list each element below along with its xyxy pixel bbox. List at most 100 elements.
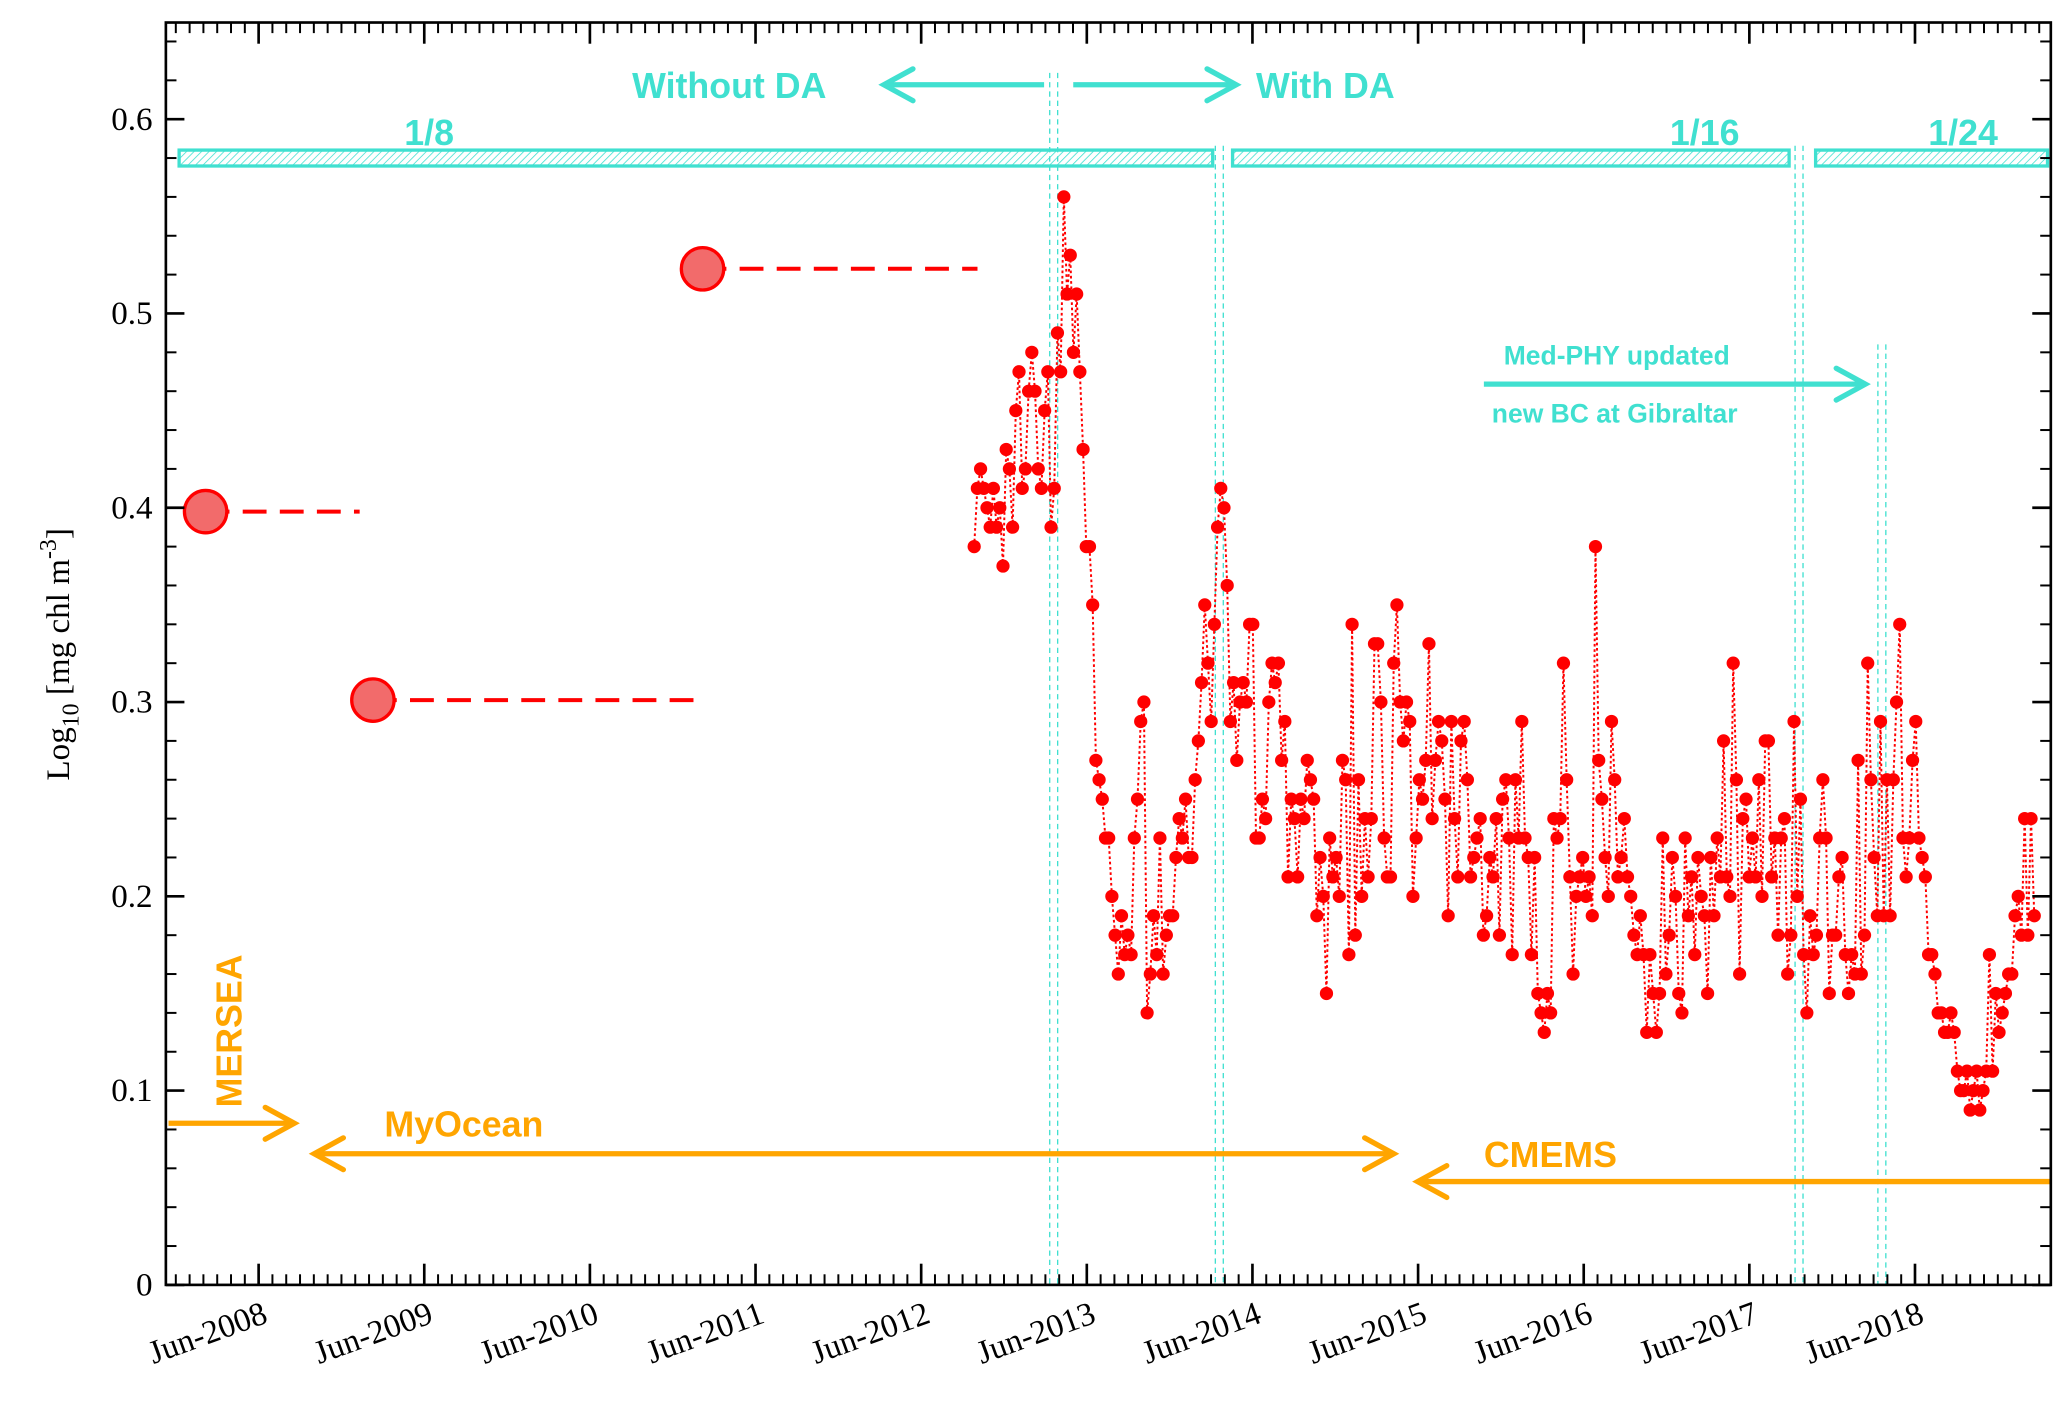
data-point <box>1957 1083 1971 1098</box>
data-point <box>1832 870 1846 884</box>
data-point <box>1691 850 1705 865</box>
data-point <box>1153 831 1167 845</box>
data-point <box>1835 850 1849 865</box>
data-point <box>1550 831 1564 845</box>
data-point <box>1204 714 1218 729</box>
data-point <box>1323 831 1337 845</box>
data-point <box>1329 850 1343 865</box>
data-point <box>1028 384 1042 398</box>
data-point <box>1704 850 1718 865</box>
data-point <box>1582 870 1596 884</box>
data-point <box>1854 967 1868 981</box>
mersea-arrow-head <box>262 1104 300 1142</box>
data-point <box>1310 909 1324 923</box>
data-point <box>1624 889 1638 903</box>
data-point <box>1800 1006 1814 1020</box>
data-point <box>1729 773 1744 787</box>
data-point <box>1355 889 1369 903</box>
data-point <box>1803 909 1817 923</box>
data-point <box>1909 714 1923 729</box>
data-point <box>1431 714 1446 729</box>
data-point <box>977 481 991 495</box>
data-point <box>1258 811 1273 826</box>
y-tick-label: 0 <box>136 1266 153 1303</box>
data-point <box>1351 773 1366 787</box>
data-point <box>1576 850 1590 865</box>
data-point <box>1252 831 1266 845</box>
data-point <box>1438 792 1452 806</box>
y-label-sup: -3 <box>36 539 62 559</box>
data-point <box>1454 734 1468 748</box>
data-point <box>1960 1064 1974 1078</box>
med-phy-label-1: Med-PHY updated <box>1504 340 1730 370</box>
data-point <box>1544 1006 1558 1020</box>
data-point <box>1867 850 1881 865</box>
data-point <box>1262 695 1276 709</box>
reference-marker <box>350 677 396 723</box>
data-point <box>1883 909 1897 923</box>
y-axis-label: Log10 [mg chl m-3] <box>36 528 85 780</box>
data-point <box>1463 870 1478 884</box>
data-point <box>1614 850 1628 865</box>
data-point <box>1761 734 1776 748</box>
data-point <box>1809 928 1824 942</box>
data-point <box>1054 365 1068 379</box>
data-point <box>1640 1025 1654 1039</box>
y-tick-label: 0.4 <box>111 489 153 526</box>
data-point <box>1268 675 1282 690</box>
myocean-arrow-head <box>1362 1135 1400 1173</box>
data-point <box>1012 365 1026 379</box>
data-point <box>1668 889 1683 903</box>
data-point <box>1694 889 1708 903</box>
data-point <box>1659 967 1673 981</box>
data-point <box>1390 598 1404 612</box>
data-point <box>1499 773 1513 787</box>
data-point <box>1220 578 1234 593</box>
data-point <box>1918 870 1932 884</box>
data-point <box>1633 909 1647 923</box>
data-point <box>1620 870 1635 884</box>
data-point <box>1985 1064 2000 1078</box>
data-point <box>1893 617 1907 631</box>
data-point <box>1166 909 1180 923</box>
data-point <box>1348 928 1362 942</box>
data-point <box>1092 773 1106 787</box>
data-point <box>1553 811 1567 826</box>
data-point <box>1169 850 1183 865</box>
data-point <box>1025 345 1039 359</box>
data-point <box>1508 773 1523 787</box>
data-point <box>1313 850 1327 865</box>
data-point <box>1143 967 1157 981</box>
data-point <box>1947 1025 1961 1039</box>
data-point <box>1476 928 1491 942</box>
resolution-label: 1/24 <box>1928 113 1998 153</box>
med-phy-arrow-head <box>1833 365 1871 403</box>
x-tick-label: Jun-2014 <box>1137 1295 1266 1372</box>
data-point <box>1031 462 1045 476</box>
y-label-close: ] <box>40 528 77 539</box>
data-point <box>1387 656 1401 670</box>
data-point <box>1777 811 1792 826</box>
data-point <box>1662 928 1676 942</box>
data-point <box>1752 773 1766 787</box>
data-point <box>1175 831 1189 845</box>
data-point <box>1822 986 1836 1001</box>
data-point <box>1374 695 1388 709</box>
data-point <box>1857 928 1872 942</box>
without-da-arrow-head <box>878 66 916 104</box>
data-point <box>1057 190 1071 204</box>
data-point <box>1976 1083 1990 1098</box>
data-point <box>1377 831 1391 845</box>
y-tick-label: 0.1 <box>111 1072 152 1109</box>
data-point <box>1009 403 1023 418</box>
data-point <box>989 520 1004 534</box>
y-tick-label: 0.6 <box>111 101 152 138</box>
data-point <box>1214 481 1228 495</box>
data-point <box>1495 792 1510 806</box>
data-point <box>1303 773 1318 787</box>
resolution-bar <box>177 148 1215 168</box>
data-point <box>1339 773 1353 787</box>
data-point <box>1134 714 1148 729</box>
data-point <box>1271 656 1286 670</box>
